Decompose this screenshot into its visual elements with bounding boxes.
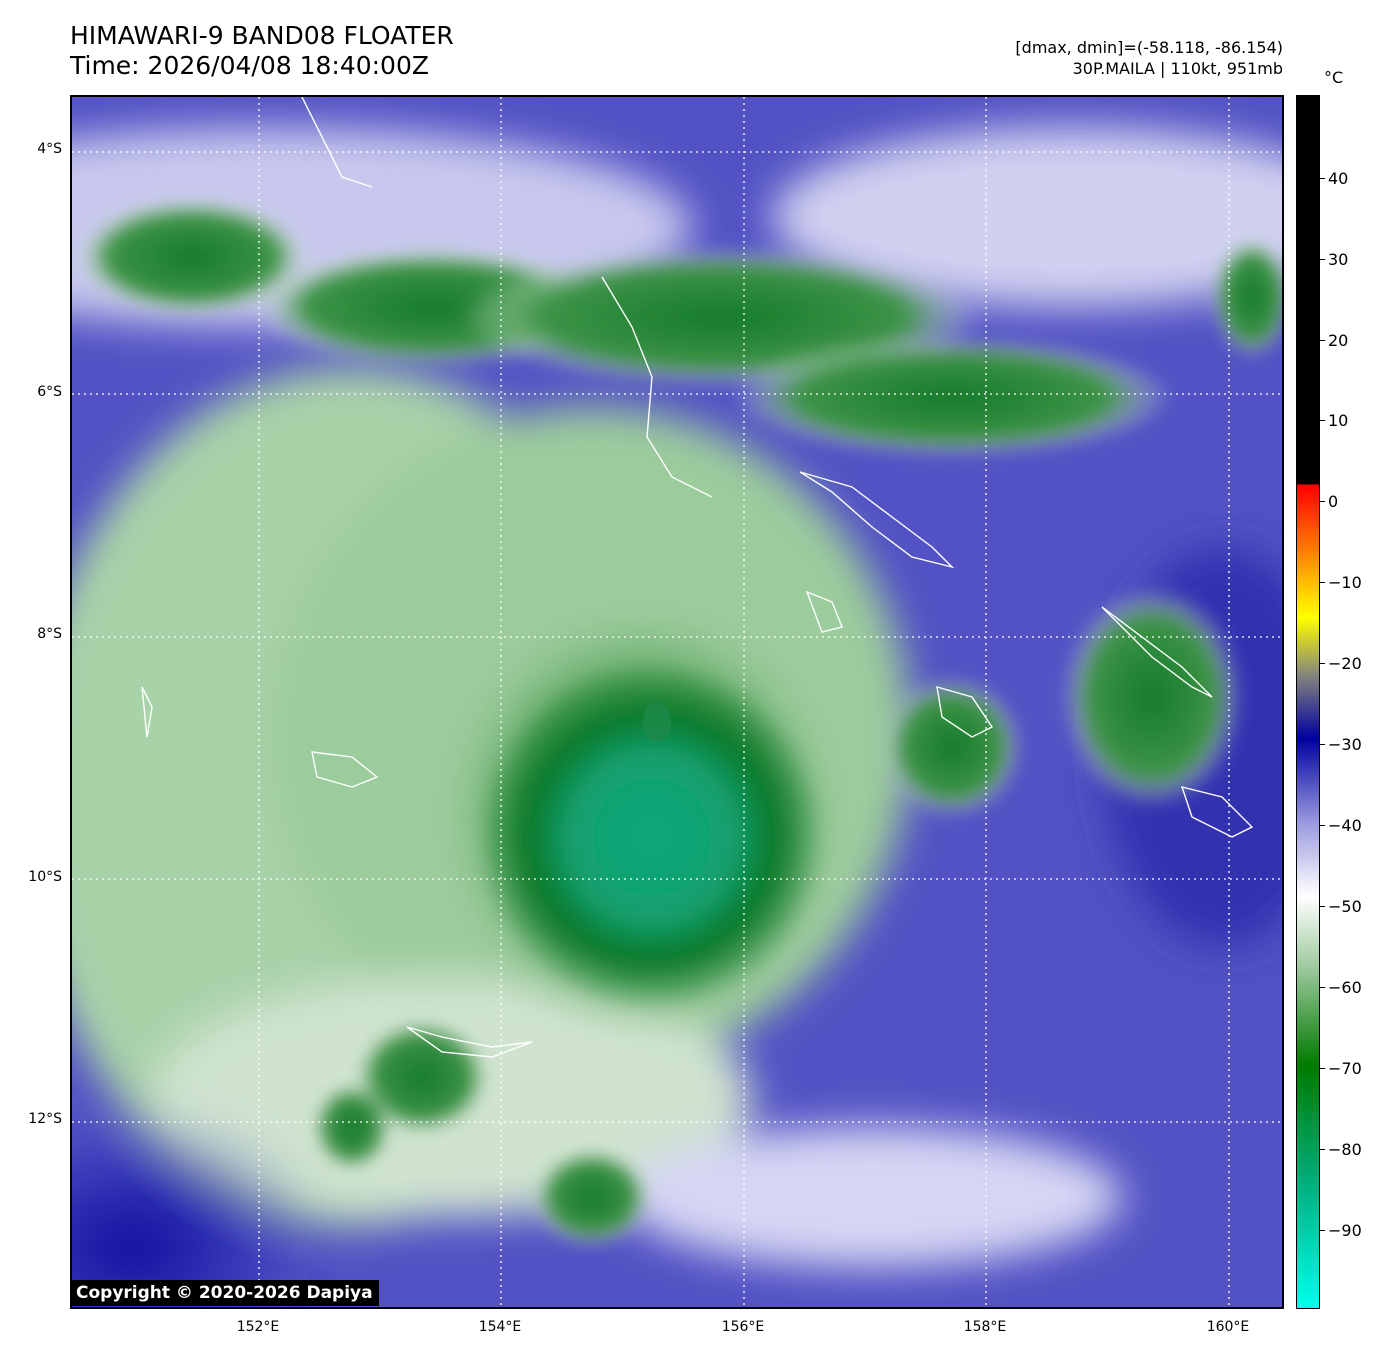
colorbar-label: −70: [1328, 1059, 1362, 1078]
colorbar-label: −30: [1328, 735, 1362, 754]
lat-label: 4°S: [37, 141, 62, 157]
colorbar-label: 0: [1328, 492, 1339, 511]
satellite-scene: [72, 97, 1282, 1307]
colorbar-label: −80: [1328, 1140, 1362, 1159]
colorbar-label: 10: [1328, 411, 1349, 430]
colorbar-tick: [1320, 1068, 1325, 1069]
colorbar: [1296, 95, 1320, 1309]
lat-label: 8°S: [37, 626, 62, 642]
colorbar-tick: [1320, 501, 1325, 502]
satellite-image: [70, 95, 1284, 1309]
colorbar-tick: [1320, 420, 1325, 421]
colorbar-tick: [1320, 259, 1325, 260]
colorbar-tick: [1320, 825, 1325, 826]
colorbar-label: −10: [1328, 573, 1362, 592]
lon-label: 152°E: [236, 1319, 280, 1335]
copyright-badge: Copyright © 2020-2026 Dapiya: [70, 1280, 379, 1306]
lon-label: 158°E: [963, 1319, 1007, 1335]
lat-label: 6°S: [37, 384, 62, 400]
colorbar-tick: [1320, 1230, 1325, 1231]
lon-label: 154°E: [478, 1319, 522, 1335]
eye-feature: [643, 702, 671, 742]
colorbar-tick: [1320, 906, 1325, 907]
colorbar-label: 30: [1328, 250, 1349, 269]
lat-label: 12°S: [28, 1111, 62, 1127]
colorbar-tick: [1320, 178, 1325, 179]
colorbar-label: −40: [1328, 816, 1362, 835]
colorbar-label: 40: [1328, 169, 1349, 188]
lat-label: 10°S: [28, 869, 62, 885]
image-timestamp: Time: 2026/04/08 18:40:00Z: [70, 51, 429, 80]
colorbar-tick: [1320, 340, 1325, 341]
temperature-range: [dmax, dmin]=(-58.118, -86.154): [1015, 38, 1283, 57]
lon-label: 160°E: [1206, 1319, 1250, 1335]
colorbar-unit: °C: [1324, 68, 1344, 87]
colorbar-tick: [1320, 744, 1325, 745]
colorbar-tick: [1320, 1149, 1325, 1150]
lon-label: 156°E: [721, 1319, 765, 1335]
colorbar-label: 20: [1328, 331, 1349, 350]
colorbar-label: −20: [1328, 654, 1362, 673]
storm-info: 30P.MAILA | 110kt, 951mb: [1072, 59, 1283, 78]
colorbar-label: −90: [1328, 1221, 1362, 1240]
colorbar-tick: [1320, 663, 1325, 664]
colorbar-tick: [1320, 987, 1325, 988]
image-title: HIMAWARI-9 BAND08 FLOATER: [70, 21, 454, 50]
colorbar-tick: [1320, 582, 1325, 583]
colorbar-label: −60: [1328, 978, 1362, 997]
colorbar-label: −50: [1328, 897, 1362, 916]
